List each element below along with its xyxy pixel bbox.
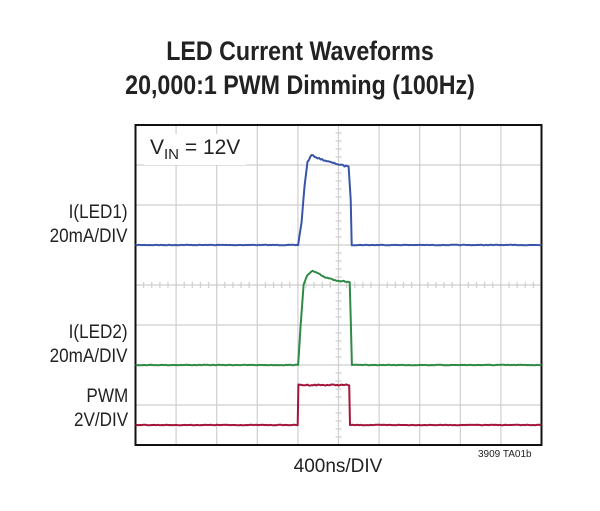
led2-label: I(LED2) 20mA/DIV bbox=[50, 321, 128, 369]
chart-title-line1: LED Current Waveforms bbox=[166, 36, 434, 66]
vin-annotation: VIN = 12V bbox=[144, 134, 247, 166]
vin-value: = 12V bbox=[179, 136, 241, 159]
led2-scale: 20mA/DIV bbox=[50, 346, 128, 367]
vin-v: V bbox=[150, 136, 165, 159]
footnote: 3909 TA01b bbox=[478, 449, 532, 460]
trace-iled1 bbox=[135, 154, 542, 247]
pwm-label: PWM 2V/DIV bbox=[74, 385, 128, 433]
trace-iled2 bbox=[135, 269, 542, 367]
led1-name: I(LED1) bbox=[69, 202, 128, 223]
pwm-name: PWM bbox=[86, 386, 128, 407]
trace-pwm bbox=[135, 383, 542, 427]
led1-scale: 20mA/DIV bbox=[50, 226, 128, 247]
led2-name: I(LED2) bbox=[69, 322, 128, 343]
led1-label: I(LED1) 20mA/DIV bbox=[50, 201, 128, 249]
plot-frame bbox=[134, 124, 543, 446]
x-axis-label: 400ns/DIV bbox=[293, 456, 383, 477]
chart-title-line2: 20,000:1 PWM Dimming (100Hz) bbox=[125, 70, 475, 100]
vin-sub: IN bbox=[164, 146, 180, 164]
pwm-scale: 2V/DIV bbox=[73, 410, 128, 431]
